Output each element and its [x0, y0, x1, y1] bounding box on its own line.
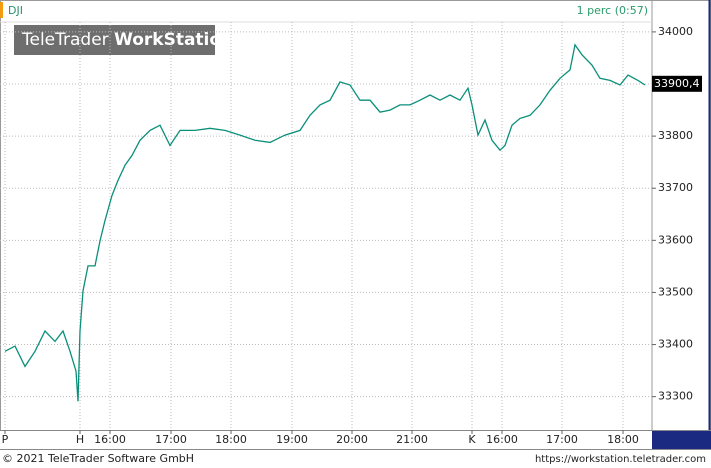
header-marker [0, 2, 3, 18]
y-tick-label: 33700 [658, 181, 693, 194]
y-tick-label: 33800 [658, 129, 693, 142]
x-tick-label: 16:00 [94, 433, 126, 446]
x-tick-label: K [468, 433, 476, 446]
last-value-label: 33900,4 [654, 77, 700, 90]
symbol: DJI [8, 4, 23, 17]
y-tick-label: 34000 [658, 25, 693, 38]
last-value-box [652, 75, 702, 92]
price-line [4, 43, 646, 402]
watermark: TeleTrader WorkStation [21, 30, 233, 50]
x-tick-label: 21:00 [396, 433, 428, 446]
y-tick-label: 33300 [658, 390, 693, 403]
x-tick-label: P [2, 433, 9, 446]
url: https://workstation.teletrader.com [535, 454, 706, 465]
x-tick-label: 17:00 [155, 433, 187, 446]
x-tick-label: 18:00 [215, 433, 247, 446]
y-tick-label: 33500 [658, 285, 693, 298]
watermark-brand: TeleTrader [21, 30, 109, 50]
x-tick-label: 19:00 [276, 433, 308, 446]
corner [652, 431, 711, 449]
interval: 1 perc (0:57) [577, 4, 648, 17]
y-tick-label: 33400 [658, 338, 693, 351]
copyright: © 2021 TeleTrader Software GmbH [2, 452, 194, 465]
x-tick-label: 18:00 [607, 433, 639, 446]
watermark-product: WorkStation [114, 30, 233, 50]
x-tick-label: H [76, 433, 84, 446]
watermark-box [14, 25, 215, 55]
x-tick-label: 16:00 [486, 433, 518, 446]
y-tick-label: 33600 [658, 233, 693, 246]
x-tick-label: 17:00 [546, 433, 578, 446]
x-tick-label: 20:00 [336, 433, 368, 446]
